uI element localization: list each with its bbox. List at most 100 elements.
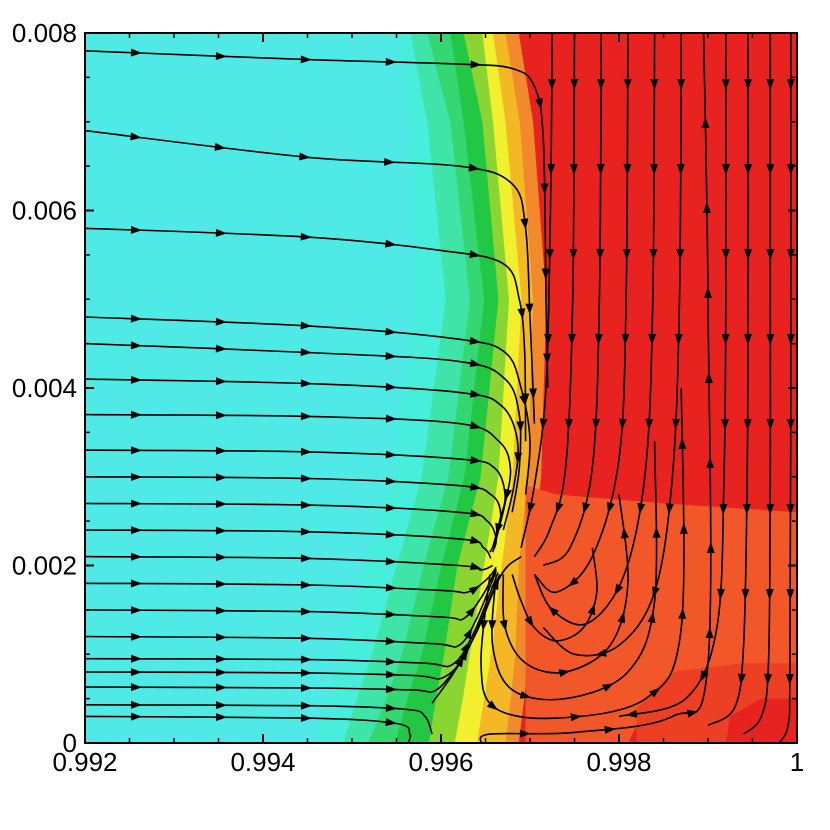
- streamline-arrow: [623, 78, 632, 90]
- streamline-arrow: [300, 714, 312, 723]
- streamline-arrow: [455, 655, 465, 668]
- streamline-arrow: [645, 418, 654, 430]
- streamline: [84, 227, 527, 442]
- streamline-arrow: [565, 418, 574, 430]
- streamline-arrow: [300, 580, 312, 589]
- streamline-arrow: [130, 683, 142, 692]
- streamline-arrow: [544, 333, 553, 345]
- streamline-arrow: [130, 552, 142, 561]
- streamline-arrow: [300, 527, 312, 536]
- streamline-arrow: [130, 410, 142, 419]
- streamline-arrow: [469, 336, 481, 345]
- streamline-arrow: [519, 394, 528, 407]
- streamline-arrow: [607, 501, 615, 514]
- streamline: [84, 342, 522, 513]
- streamline-arrow: [385, 583, 397, 592]
- streamline-arrow: [299, 152, 311, 161]
- streamline-arrow: [488, 620, 497, 632]
- streamline-arrow: [686, 709, 699, 718]
- y-tick-label: 0.006: [12, 196, 77, 226]
- streamline-arrow: [704, 287, 713, 299]
- streamline-arrow: [215, 473, 227, 482]
- streamline: [84, 529, 492, 559]
- streamline-arrow: [469, 359, 482, 367]
- streamline-arrow: [300, 655, 312, 664]
- streamline-arrow: [676, 248, 685, 260]
- streamline-arrow: [385, 503, 397, 512]
- warm-region: [725, 698, 797, 743]
- streamline-arrow: [665, 503, 674, 515]
- streamline-arrow: [130, 375, 142, 384]
- streamline-arrow: [652, 526, 661, 538]
- streamline-arrow: [300, 701, 312, 710]
- streamline-arrow: [300, 668, 312, 677]
- streamline: [778, 32, 792, 744]
- streamline-arrow: [706, 457, 715, 469]
- streamline-arrow: [130, 341, 142, 350]
- streamline-arrow: [385, 703, 397, 712]
- streamline-arrow: [535, 98, 544, 110]
- streamline: [84, 129, 536, 424]
- streamline-arrow: [130, 472, 142, 481]
- streamline-arrow: [602, 683, 614, 692]
- streamline-arrow: [215, 654, 227, 663]
- streamline-arrow: [130, 712, 142, 721]
- streamline-arrow: [766, 333, 775, 345]
- streamline-arrow: [652, 586, 660, 598]
- streamline-arrow: [567, 333, 576, 345]
- streamline-arrow: [215, 633, 227, 642]
- streamline-arrow: [766, 164, 775, 175]
- streamline-arrow: [764, 673, 773, 685]
- streamline-arrow: [215, 668, 227, 677]
- streamline-arrow: [721, 164, 730, 175]
- streamline-arrow: [786, 249, 795, 260]
- streamline-arrow: [582, 502, 591, 514]
- streamline-arrow: [614, 583, 624, 596]
- streamline-arrow: [527, 502, 536, 514]
- streamline-arrow: [130, 606, 142, 615]
- streamline-arrow: [385, 637, 397, 646]
- streamline-arrow: [215, 344, 227, 353]
- streamline-arrow: [517, 308, 526, 320]
- streamline-arrow: [529, 388, 537, 400]
- streamline-arrow: [706, 542, 715, 554]
- x-tick-label: 1: [790, 747, 804, 777]
- contour-bands: [84, 32, 797, 744]
- streamline-arrow: [215, 377, 227, 386]
- streamline-arrow: [786, 418, 795, 430]
- streamline-arrow: [766, 79, 775, 90]
- streamline-arrow: [541, 268, 550, 280]
- streamline-arrow: [704, 372, 713, 384]
- streamline-arrow: [300, 447, 312, 456]
- streamline: [707, 32, 749, 727]
- streamline-arrow: [618, 418, 627, 430]
- streamline-arrow: [470, 509, 482, 518]
- streamline-arrow: [516, 421, 525, 433]
- streamline-arrow: [621, 333, 630, 345]
- streamline-arrow: [548, 606, 559, 617]
- streamline-arrow: [744, 164, 753, 175]
- streamline-arrow: [570, 713, 582, 722]
- streamline-arrow: [519, 729, 531, 738]
- streamline-arrow: [469, 389, 482, 398]
- streamline-arrow: [469, 536, 482, 544]
- streamline-arrow: [647, 611, 656, 624]
- streamline-arrow: [463, 627, 473, 640]
- streamline: [479, 32, 712, 744]
- streamline-arrow: [470, 60, 482, 69]
- streamline-arrow: [765, 588, 774, 600]
- streamline-arrow: [300, 412, 312, 421]
- streamline-arrow: [300, 683, 312, 692]
- warm-regions: [525, 485, 797, 743]
- streamline-arrow: [385, 382, 397, 391]
- streamline: [84, 715, 412, 744]
- y-tick-label: 0.004: [12, 373, 77, 403]
- streamlines: [84, 32, 795, 744]
- streamline-arrow: [679, 522, 688, 534]
- streamline-arrow: [215, 579, 227, 588]
- streamline-arrow: [558, 669, 571, 678]
- streamline-arrow: [743, 418, 752, 430]
- y-tick-label: 0.002: [12, 551, 77, 581]
- streamline-arrow: [678, 607, 687, 620]
- streamline-arrow: [468, 163, 480, 172]
